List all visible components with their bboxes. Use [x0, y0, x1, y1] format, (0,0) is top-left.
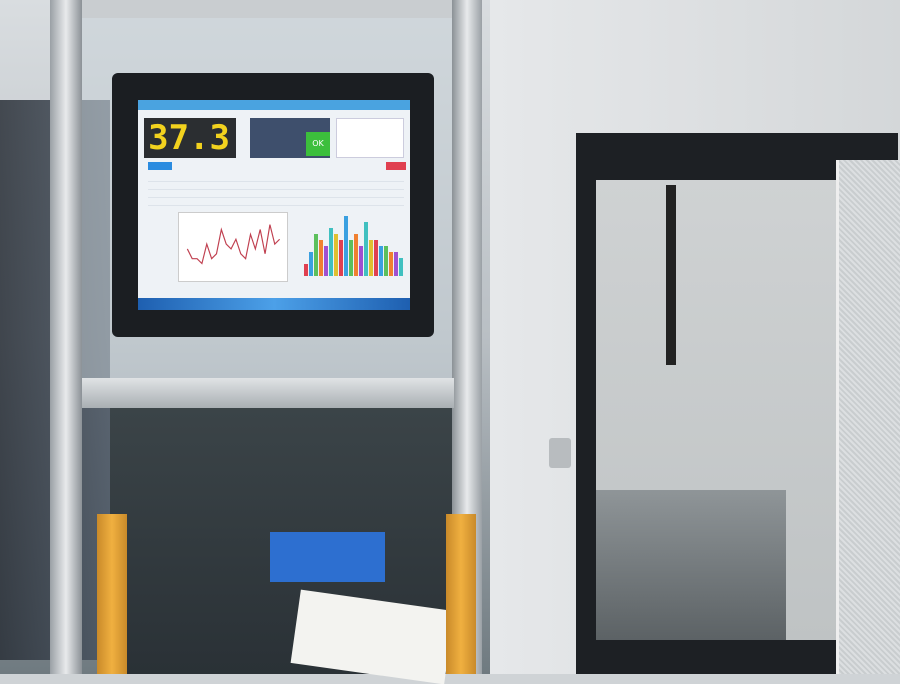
bar: [349, 240, 353, 276]
bar: [344, 216, 348, 276]
cabinet-door[interactable]: [836, 160, 900, 674]
taskbar: [138, 298, 410, 310]
monitor-screen[interactable]: 37.3 OK: [138, 100, 410, 310]
door-latch[interactable]: [549, 438, 571, 468]
bar: [359, 246, 363, 276]
bar: [304, 264, 308, 276]
bar: [394, 252, 398, 276]
parameter-table: [148, 174, 404, 208]
bar: [314, 234, 318, 276]
line-chart: [178, 212, 288, 282]
bar: [329, 228, 333, 276]
light-curtain-left: [97, 514, 127, 674]
bar: [309, 252, 313, 276]
line-series: [186, 224, 281, 265]
bar: [399, 258, 403, 276]
stop-button[interactable]: [386, 162, 406, 170]
bar: [379, 246, 383, 276]
window-titlebar: [138, 100, 410, 110]
bar: [334, 234, 338, 276]
action-button[interactable]: [148, 162, 172, 170]
aluminum-frame-left: [50, 0, 82, 674]
light-curtain-right: [446, 514, 476, 674]
bar: [354, 234, 358, 276]
aluminum-frame-top: [50, 0, 482, 18]
probe-arm: [666, 185, 676, 365]
bar: [369, 240, 373, 276]
test-fixture: [596, 490, 786, 640]
bar-chart: [304, 216, 403, 276]
bar: [389, 252, 393, 276]
bar: [339, 240, 343, 276]
blue-bin: [270, 532, 385, 582]
bar: [319, 240, 323, 276]
log-list: [336, 118, 404, 158]
bar: [374, 240, 378, 276]
bar: [384, 246, 388, 276]
counter-display: 37.3: [144, 118, 236, 158]
bar: [364, 222, 368, 276]
ok-indicator: OK: [306, 132, 330, 156]
aluminum-frame-crossbar: [82, 378, 454, 408]
bar: [324, 246, 328, 276]
